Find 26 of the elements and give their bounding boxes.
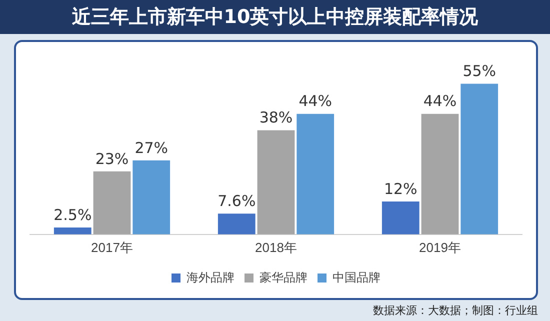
bar <box>54 228 92 234</box>
bar <box>257 130 295 234</box>
bar <box>296 114 334 234</box>
data-label: 44% <box>298 92 332 110</box>
legend-label: 豪华品牌 <box>260 270 308 284</box>
source-note: 数据来源：大数据；制图：行业组 <box>373 303 538 318</box>
bar <box>218 214 256 234</box>
bar <box>460 84 498 234</box>
chart-title: 近三年上市新车中10英寸以上中控屏装配率情况 <box>0 0 550 34</box>
data-label: 44% <box>423 92 457 110</box>
x-tick-label: 2019年 <box>419 240 461 255</box>
data-label: 38% <box>259 108 293 127</box>
x-tick-label: 2017年 <box>91 240 133 255</box>
data-label: 7.6% <box>218 192 256 210</box>
data-label: 23% <box>95 150 129 168</box>
bar <box>421 114 459 234</box>
legend-label: 中国品牌 <box>332 270 380 284</box>
data-label: 12% <box>384 180 418 198</box>
legend-label: 海外品牌 <box>186 270 234 284</box>
bar <box>93 171 131 234</box>
data-label: 2.5% <box>54 206 92 224</box>
data-label: 55% <box>462 62 496 80</box>
x-tick-label: 2018年 <box>255 240 297 255</box>
bar <box>132 160 170 234</box>
data-label: 27% <box>134 138 168 157</box>
bar <box>382 202 420 234</box>
